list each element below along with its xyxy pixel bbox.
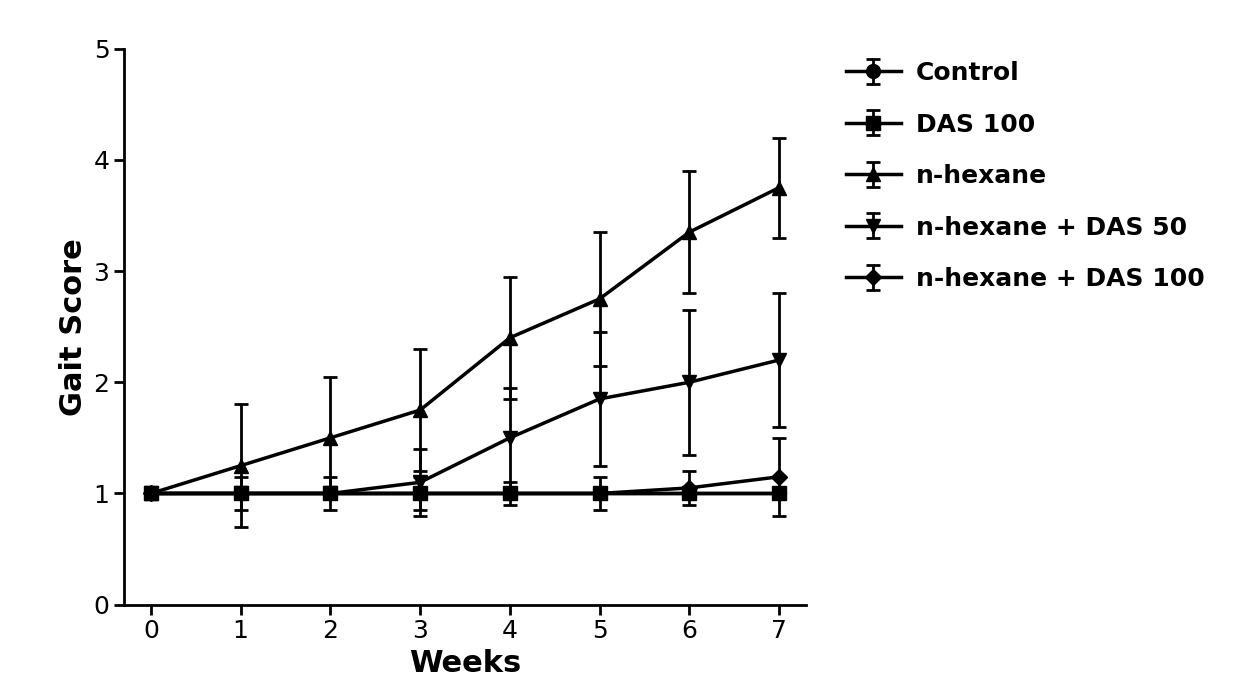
Legend: Control, DAS 100, n-hexane, n-hexane + DAS 50, n-hexane + DAS 100: Control, DAS 100, n-hexane, n-hexane + D… [846, 61, 1204, 291]
X-axis label: Weeks: Weeks [409, 649, 521, 678]
Y-axis label: Gait Score: Gait Score [58, 238, 88, 416]
